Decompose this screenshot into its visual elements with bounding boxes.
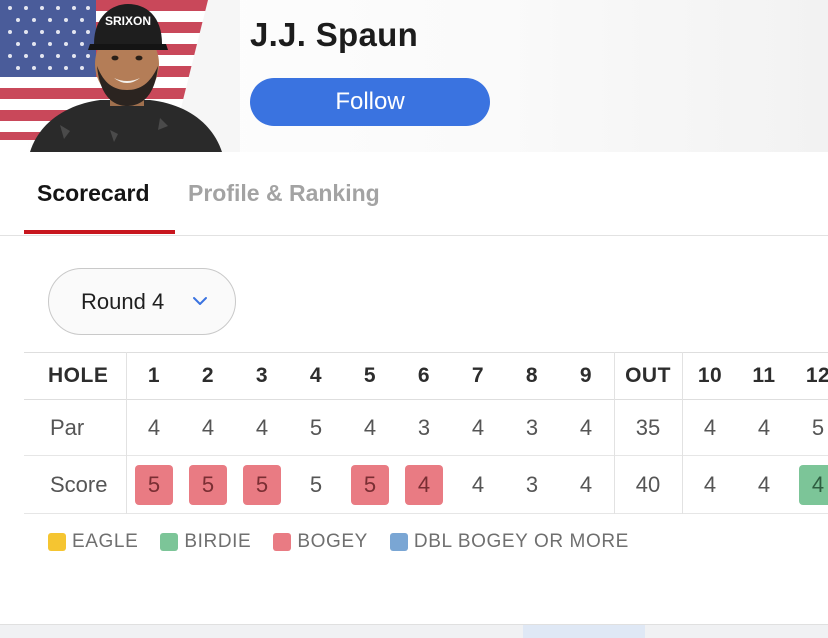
par-value-cell: 4 xyxy=(201,414,215,440)
player-name: J.J. Spaun xyxy=(250,16,419,53)
bottom-bar xyxy=(0,624,828,638)
score-value-cell: 5 xyxy=(343,456,397,513)
legend-swatch xyxy=(389,533,408,551)
par-value-cell: 5 xyxy=(309,414,323,440)
score-value-cell: 4 xyxy=(791,456,828,513)
score-value-cell: 4 xyxy=(397,456,451,513)
legend-label: BIRDIE xyxy=(184,531,252,552)
hole-number-cell: 5 xyxy=(363,364,377,387)
score-value-cell: 5 xyxy=(181,456,235,513)
chevron-down-icon xyxy=(193,297,207,305)
par-value-cell: 5 xyxy=(811,414,825,440)
par-value-cell: 4 xyxy=(703,414,717,440)
bogey-badge: 5 xyxy=(243,464,281,505)
hole-number-cell: 3 xyxy=(255,364,269,387)
score-label: Score xyxy=(50,471,108,497)
par-value-cell: 4 xyxy=(471,414,485,440)
legend-item-eagle: EAGLE xyxy=(48,531,138,553)
legend-label: BOGEY xyxy=(297,531,368,552)
active-tab-indicator xyxy=(24,230,175,234)
par-value-cell: 4 xyxy=(255,414,269,440)
birdie-badge: 4 xyxy=(799,464,828,505)
par-value-cell: 3 xyxy=(525,414,539,440)
bogey-badge: 5 xyxy=(135,464,173,505)
tab-scorecard[interactable]: Scorecard xyxy=(37,180,150,206)
legend-label: EAGLE xyxy=(72,531,139,552)
par-label: Par xyxy=(50,414,85,440)
score-value-cell: 5 xyxy=(235,456,289,513)
legend-swatch xyxy=(160,533,179,551)
player-photo: SRIXON xyxy=(0,0,240,152)
cap-logo-text: SRIXON xyxy=(105,14,151,28)
hole-number-cell: 1 xyxy=(147,364,161,387)
legend-swatch xyxy=(273,533,292,551)
legend-item-dbl-bogey-or-more: DBL BOGEY OR MORE xyxy=(389,531,629,553)
score-value-cell: 3 xyxy=(525,471,539,497)
par-value-cell: 4 xyxy=(579,414,593,440)
score-row: Score 5 5 5 5 5 4 4 3 4 40 4 4 4 xyxy=(24,456,828,514)
player-figure: SRIXON xyxy=(30,4,222,152)
par-value-cell: 4 xyxy=(363,414,377,440)
par-row: Par 4 4 4 5 4 3 4 3 4 35 4 4 5 xyxy=(24,400,828,456)
hole-number-cell: 10 xyxy=(697,364,723,387)
score-value-cell: 40 xyxy=(635,471,661,497)
round-dropdown-label: Round 4 xyxy=(81,288,165,314)
par-value-cell: 4 xyxy=(757,414,771,440)
score-value-cell: 4 xyxy=(579,471,593,497)
score-value-cell: 5 xyxy=(127,456,181,513)
column-divider xyxy=(682,352,683,514)
hole-number-cell: 8 xyxy=(525,364,539,387)
bogey-badge: 4 xyxy=(405,464,443,505)
hole-row: HOLE 1 2 3 4 5 6 7 8 9 OUT 10 11 12 xyxy=(24,352,828,400)
hole-number-cell: 4 xyxy=(309,364,323,387)
column-divider xyxy=(126,352,127,514)
legend-item-birdie: BIRDIE xyxy=(160,531,251,553)
hole-number-cell: 12 xyxy=(805,364,828,387)
legend-label: DBL BOGEY OR MORE xyxy=(413,531,629,552)
par-value-cell: 4 xyxy=(147,414,161,440)
hole-header-label: HOLE xyxy=(48,364,109,387)
bottom-bar-active-segment xyxy=(523,625,645,638)
hole-number-cell: 2 xyxy=(201,364,215,387)
par-value-cell: 3 xyxy=(417,414,431,440)
par-value-cell: 35 xyxy=(635,414,661,440)
hole-number-cell: 7 xyxy=(471,364,485,387)
hole-number-cell: OUT xyxy=(625,364,671,387)
hole-number-cell: 9 xyxy=(579,364,593,387)
legend-swatch xyxy=(48,533,66,551)
legend-item-bogey: BOGEY xyxy=(273,531,368,553)
score-value-cell: 5 xyxy=(309,471,323,497)
scorecard-table: HOLE 1 2 3 4 5 6 7 8 9 OUT 10 11 12 Par 4 4 4 5 4 3 4 3 4 35 4… xyxy=(24,352,828,514)
bogey-badge: 5 xyxy=(189,464,227,505)
score-legend: EAGLE BIRDIE BOGEY DBL BOGEY OR MORE xyxy=(48,530,651,554)
column-divider xyxy=(614,352,615,514)
bogey-badge: 5 xyxy=(351,464,389,505)
follow-button[interactable]: Follow xyxy=(250,78,490,126)
round-dropdown[interactable]: Round 4 xyxy=(48,268,236,335)
score-value-cell: 4 xyxy=(471,471,485,497)
tab-bar: Scorecard Profile & Ranking xyxy=(0,152,828,236)
hole-number-cell: 6 xyxy=(417,364,431,387)
tab-profile-ranking[interactable]: Profile & Ranking xyxy=(188,180,380,206)
hole-number-cell: 11 xyxy=(752,364,776,387)
score-value-cell: 4 xyxy=(703,471,717,497)
score-value-cell: 4 xyxy=(757,471,771,497)
